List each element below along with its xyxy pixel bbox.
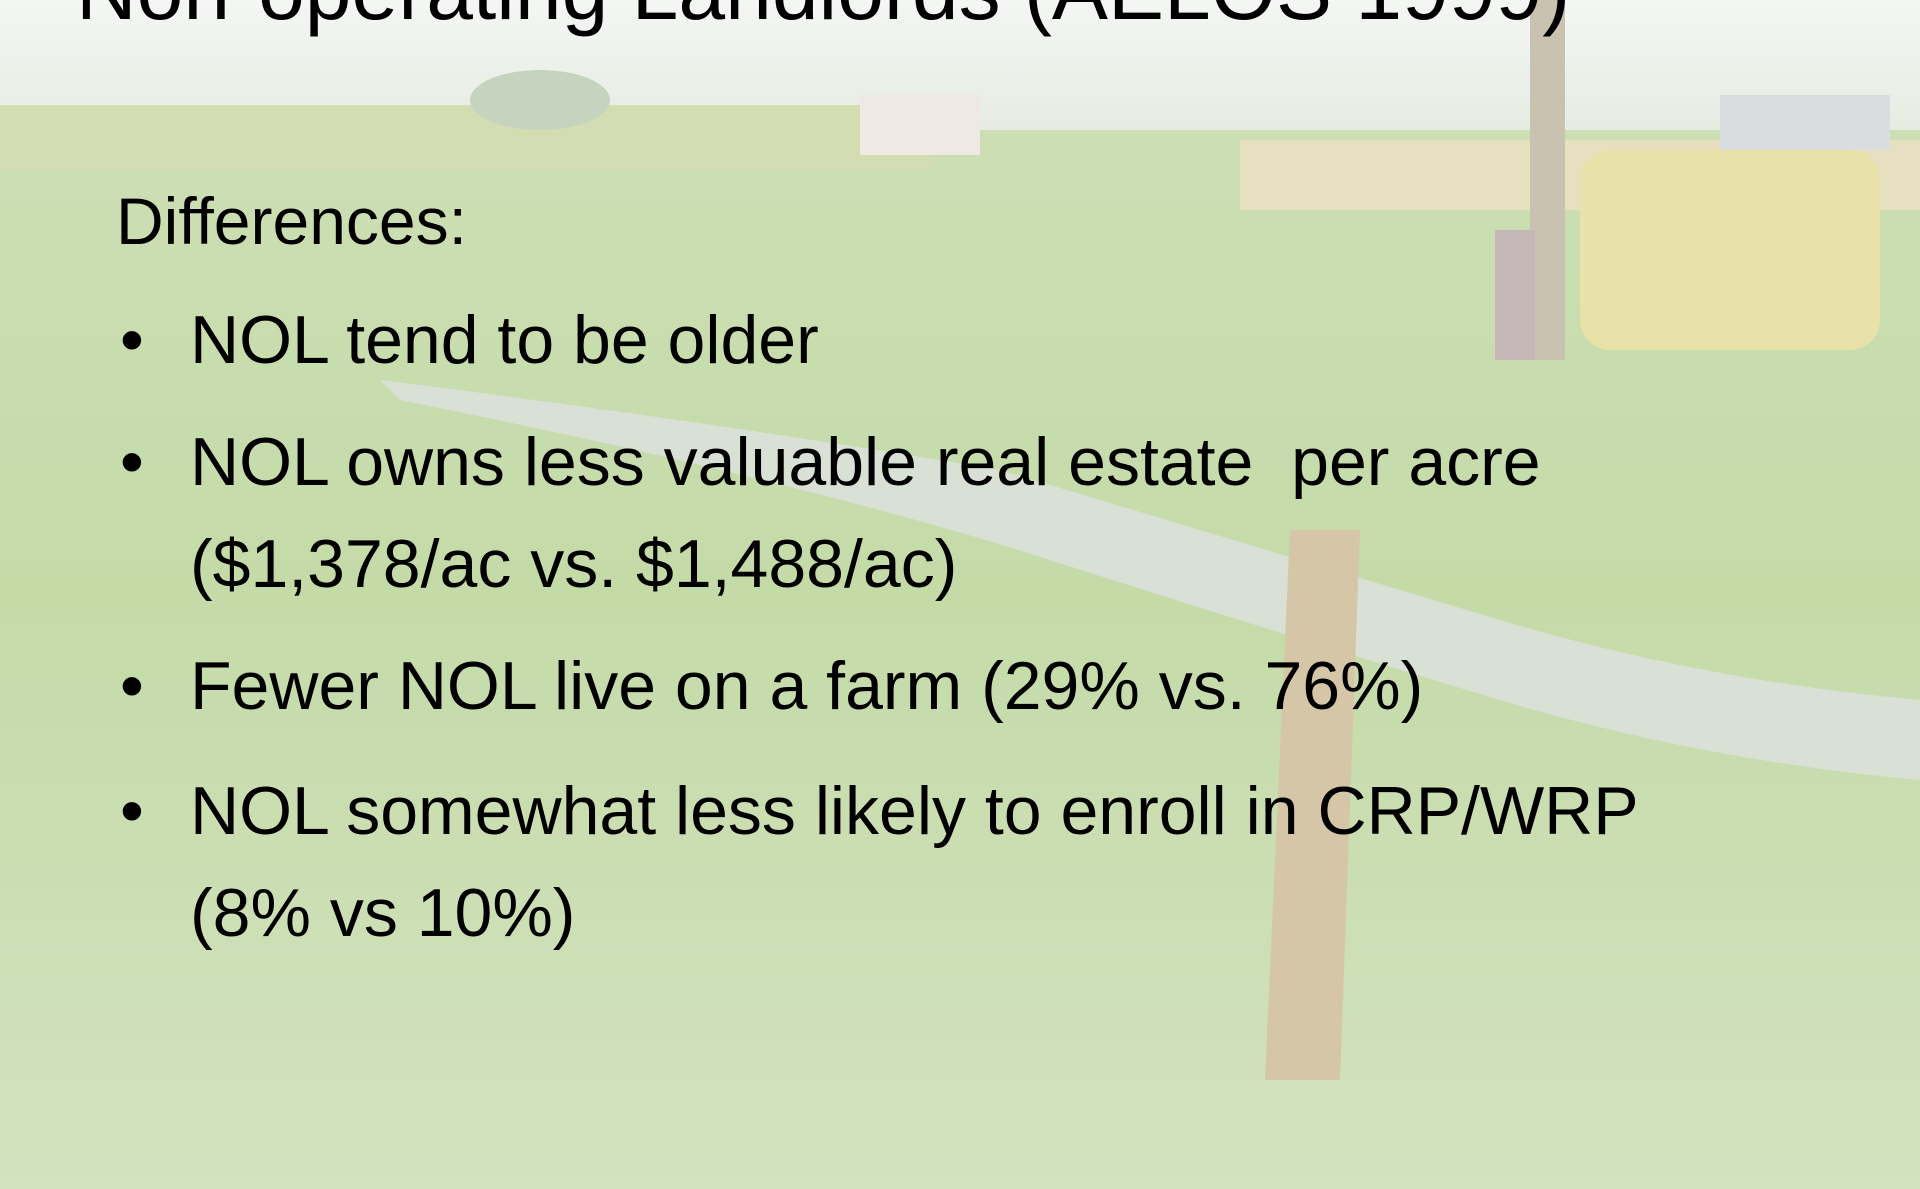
bullet-dot: • [120,424,144,500]
fence-post [1265,530,1360,1080]
bullet-dot: • [120,773,144,849]
barn [1720,95,1890,150]
skid-loader [1580,150,1880,350]
trees [470,70,610,130]
bullet-text: NOL somewhat less likely to enroll in CR… [190,773,1639,849]
heading: Differences: [116,184,467,258]
bullet-text: ($1,378/ac vs. $1,488/ac) [190,526,958,602]
post-driver [1530,0,1565,360]
worker [1495,230,1535,360]
bullet-text: Fewer NOL live on a farm (29% vs. 76%) [190,648,1424,724]
bullet-text: NOL tend to be older [190,302,819,378]
slide-title: Non-operating Landlords (AELOS 1999) [76,0,1570,32]
barn [860,95,980,155]
bullet-text: (8% vs 10%) [190,875,576,951]
bullet-dot: • [120,302,144,378]
bullet-dot: • [120,648,144,724]
bullet-text: NOL owns less valuable real estate per a… [190,424,1541,500]
stream [380,380,1920,780]
corn-row [0,105,930,170]
